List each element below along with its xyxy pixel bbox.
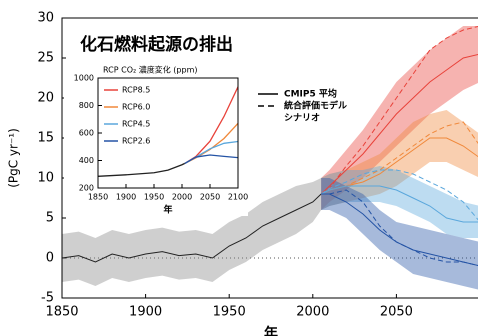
uncertainty-band: [321, 178, 478, 290]
y-tick-label: 20: [37, 91, 54, 106]
y-tick-label: 800: [79, 101, 94, 110]
scenario-line: [321, 189, 478, 267]
line: [320, 53, 478, 195]
uncertainty-band: [321, 26, 478, 210]
legend-label: RCP6.0: [122, 103, 150, 112]
x-tick-label: 2000: [172, 193, 192, 202]
plot-frame: [61, 17, 478, 299]
legend-label: RCP8.5: [122, 86, 150, 95]
y-tick-label: 30: [37, 11, 54, 26]
y-tick-label: -5: [41, 291, 54, 306]
y-tick-label: 200: [79, 184, 94, 193]
inset-background: [64, 62, 248, 216]
legend-label: シナリオ: [284, 113, 320, 124]
scenario-line: [320, 25, 478, 195]
legend-label: RCP2.6: [122, 137, 150, 146]
plot-frame: [97, 77, 239, 189]
chart-title: 化石燃料起源の排出: [80, 34, 233, 55]
y-tick-label: 5: [46, 211, 54, 226]
legend-label: CMIP5 平均: [284, 88, 337, 100]
line: [62, 193, 322, 263]
x-tick-label: 2050: [200, 193, 220, 202]
y-axis-label: (PgC yr⁻¹): [7, 128, 21, 188]
scenario-line: [320, 169, 478, 221]
y-tick-label: 10: [37, 171, 54, 186]
x-tick-label: 1850: [88, 193, 108, 202]
x-tick-label: 2050: [380, 305, 413, 320]
y-tick-label: 0: [46, 251, 54, 266]
y-tick-label: 25: [37, 51, 54, 66]
y-tick-label: 400: [79, 156, 94, 165]
line: [320, 185, 478, 223]
y-tick-label: 600: [79, 129, 94, 138]
line: [184, 154, 238, 164]
x-axis-label: 年: [163, 204, 172, 216]
y-tick-label: 1000: [74, 74, 94, 83]
y-tick-label: 15: [37, 131, 54, 146]
line: [98, 162, 186, 177]
x-tick-label: 1850: [45, 305, 78, 320]
x-tick-label: 1950: [213, 305, 246, 320]
plot-area: [98, 86, 238, 177]
x-tick-label: 2000: [296, 305, 329, 320]
legend-label: RCP4.5: [122, 120, 150, 129]
x-axis-label: 年: [264, 325, 278, 336]
plot-area: [62, 25, 478, 290]
x-tick-label: 1900: [116, 193, 136, 202]
inset-title: RCP CO₂ 濃度変化 (ppm): [103, 65, 197, 75]
x-tick-label: 1950: [144, 193, 164, 202]
legend-label: 統合評価モデル: [284, 100, 347, 112]
uncertainty-band: [321, 166, 478, 238]
x-tick-label: 1900: [129, 305, 162, 320]
uncertainty-band: [62, 178, 322, 286]
x-tick-label: 2100: [228, 193, 248, 202]
